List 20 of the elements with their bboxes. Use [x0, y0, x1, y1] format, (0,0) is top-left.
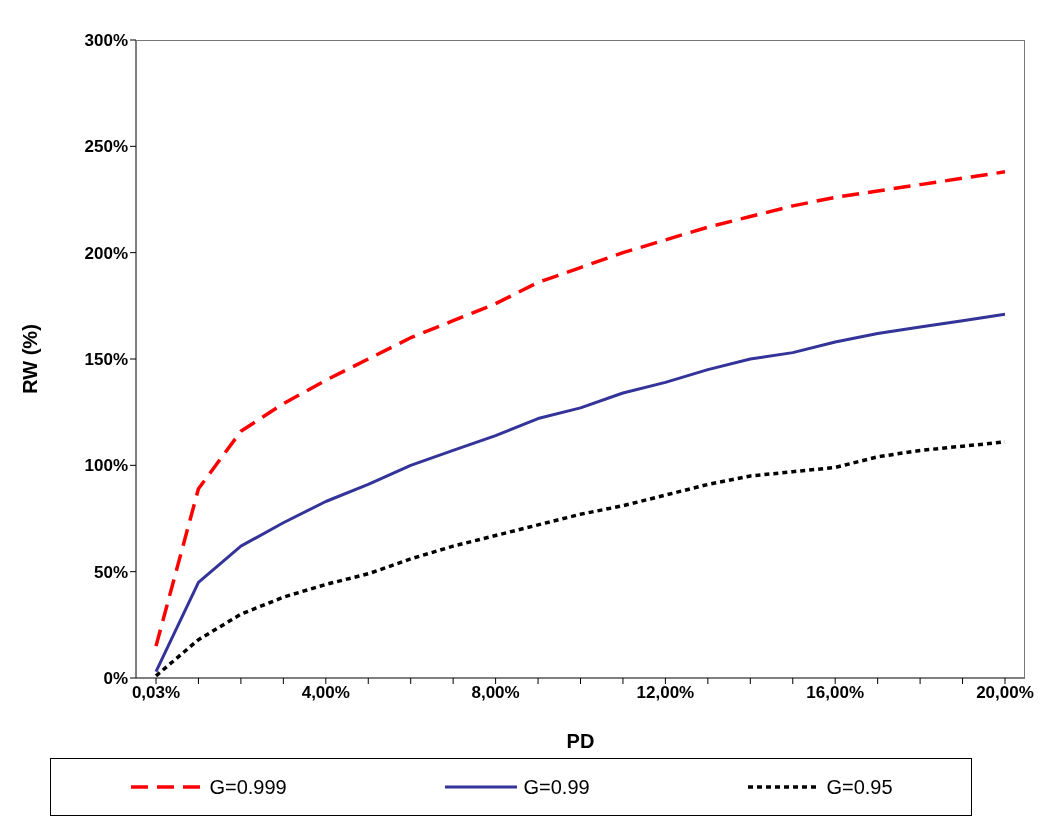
x-tick-label: 16,00%	[806, 683, 865, 703]
x-tick-label: 0,03%	[131, 683, 181, 703]
y-tick-label: 50%	[93, 562, 128, 582]
legend-label: G=0.95	[826, 775, 893, 799]
y-tick-label: 300%	[84, 31, 128, 51]
y-tick-label: 150%	[84, 350, 128, 370]
y-tick-label: 100%	[84, 456, 128, 476]
x-tick-label: 8,00%	[471, 683, 520, 703]
x-tick-label: 20,00%	[976, 683, 1034, 703]
x-axis-title: PD	[566, 730, 595, 752]
legend-label: G=0.99	[523, 775, 590, 799]
y-tick-label: 200%	[84, 243, 128, 263]
legend-label: G=0.999	[209, 775, 287, 799]
x-tick-label: 4,00%	[301, 683, 350, 703]
line-series	[154, 312, 1007, 674]
line-series	[154, 170, 1007, 648]
y-tick-label: 0%	[103, 669, 128, 689]
x-tick-label: 12,00%	[636, 683, 695, 703]
y-axis-title: RW (%)	[19, 324, 42, 394]
y-tick-label: 250%	[84, 137, 128, 157]
